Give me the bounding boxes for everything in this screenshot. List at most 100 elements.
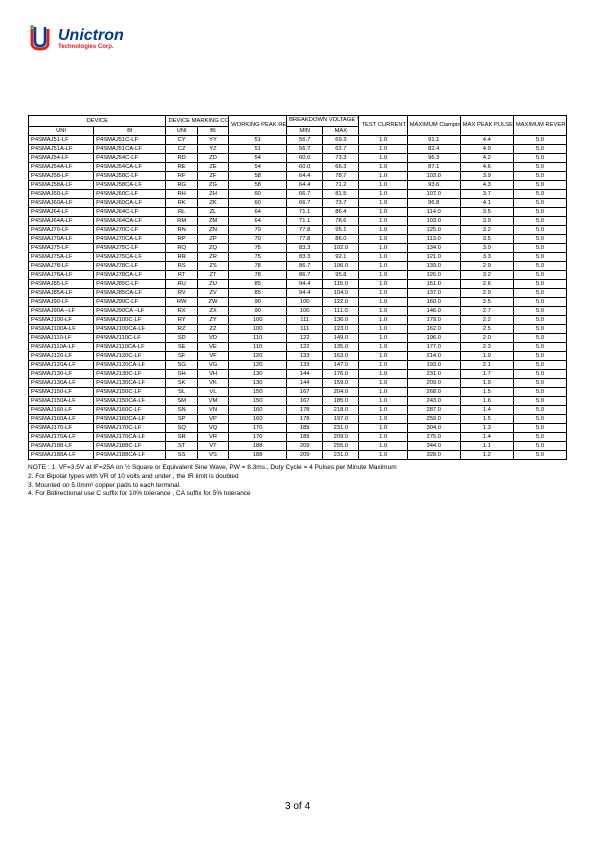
cell: P4SMAJ188C-LF [94, 442, 166, 451]
cell: 5.0 [513, 316, 566, 325]
cell: 1.0 [359, 316, 407, 325]
hdr-device: DEVICE [29, 116, 166, 127]
cell: 193.0 [407, 361, 460, 370]
cell: P4SMAJ150C-LF [94, 388, 166, 397]
cell: 1.0 [359, 334, 407, 343]
cell: 5.0 [513, 388, 566, 397]
cell: 58 [229, 172, 287, 181]
cell: 1.0 [359, 307, 407, 316]
cell: 95.8 [323, 271, 359, 280]
cell: P4SMAJ130A-LF [29, 379, 94, 388]
cell: 77.8 [287, 235, 323, 244]
cell: 66.3 [323, 163, 359, 172]
cell: P4SMAJ64C-LF [94, 208, 166, 217]
cell: 137.0 [407, 289, 460, 298]
cell: 90 [229, 307, 287, 316]
cell: P4SMAJ60A-LF [29, 199, 94, 208]
cell: P4SMAJ85C-LF [94, 280, 166, 289]
note-4: 4. For Bidirectional use C suffix for 10… [28, 490, 567, 499]
table-row: P4SMAJ60A-LFP4SMAJ60CA-LFRKZK6066.773.71… [29, 199, 567, 208]
cell: RW [166, 298, 197, 307]
cell: ZN [197, 226, 228, 235]
cell: ZZ [197, 325, 228, 334]
cell: VG [197, 361, 228, 370]
cell: 5.0 [513, 262, 566, 271]
note-2: 2. For Bipolar types with VR of 10 volts… [28, 473, 567, 482]
cell: 86.7 [287, 271, 323, 280]
table-row: P4SMAJ170-LFP4SMAJ170C-LFSQVQ170189231.0… [29, 424, 567, 433]
cell: 1.0 [359, 217, 407, 226]
cell: VT [197, 442, 228, 451]
cell: 231.0 [323, 451, 359, 460]
table-row: P4SMAJ160A-LFP4SMAJ160CA-LFSPVP160178197… [29, 415, 567, 424]
cell: ZS [197, 262, 228, 271]
cell: 5.0 [513, 370, 566, 379]
cell: P4SMAJ90C-LF [94, 298, 166, 307]
cell: ZT [197, 271, 228, 280]
cell: 5.0 [513, 352, 566, 361]
cell: P4SMAJ90CA –LF [94, 307, 166, 316]
cell: 125.0 [407, 226, 460, 235]
cell: 96.8 [407, 199, 460, 208]
cell: 66.7 [287, 190, 323, 199]
cell: 54 [229, 154, 287, 163]
cell: VQ [197, 424, 228, 433]
cell: SN [166, 406, 197, 415]
page-number: 3 of 4 [0, 801, 595, 812]
cell: 110 [229, 334, 287, 343]
cell: 5.0 [513, 451, 566, 460]
cell: 2.0 [460, 334, 513, 343]
cell: 5.0 [513, 397, 566, 406]
cell: 103.0 [407, 217, 460, 226]
cell: P4SMAJ130CA-LF [94, 379, 166, 388]
cell: 1.0 [359, 379, 407, 388]
hdr-uni1: UNI [29, 127, 94, 136]
cell: 243.0 [407, 397, 460, 406]
cell: 110 [229, 343, 287, 352]
cell: 1.2 [460, 451, 513, 460]
cell: 209.0 [407, 379, 460, 388]
cell: 268.0 [407, 388, 460, 397]
cell: 2.5 [460, 325, 513, 334]
cell: P4SMAJ75CA-LF [94, 253, 166, 262]
cell: RZ [166, 325, 197, 334]
cell: SM [166, 397, 197, 406]
cell: 1.0 [359, 325, 407, 334]
cell: 159.0 [323, 379, 359, 388]
cell: 60.0 [287, 154, 323, 163]
cell: 5.0 [513, 280, 566, 289]
note-3: 3. Mounted on 5.0mm² copper pads to each… [28, 482, 567, 491]
cell: 151.0 [407, 280, 460, 289]
cell: ZM [197, 217, 228, 226]
cell: 1.0 [359, 145, 407, 154]
cell: CY [166, 136, 197, 145]
cell: P4SMAJ120-LF [29, 352, 94, 361]
cell: 78 [229, 262, 287, 271]
cell: ZR [197, 253, 228, 262]
cell: 5.0 [513, 442, 566, 451]
cell: P4SMAJ51C-LF [94, 136, 166, 145]
cell: P4SMAJ160C-LF [94, 406, 166, 415]
cell: 5.0 [513, 217, 566, 226]
table-row: P4SMAJ130-LFP4SMAJ130C-LFSHVH130144176.0… [29, 370, 567, 379]
cell: P4SMAJ60CA-LF [94, 199, 166, 208]
cell: ZG [197, 181, 228, 190]
cell: 121.0 [407, 253, 460, 262]
cell: 178 [287, 415, 323, 424]
table-row: P4SMAJ85-LFP4SMAJ85C-LFRUZU8594.4115.01.… [29, 280, 567, 289]
cell: 5.0 [513, 289, 566, 298]
cell: 1.0 [359, 244, 407, 253]
cell: 1.9 [460, 352, 513, 361]
table-row: P4SMAJ150A-LFP4SMAJ150CA-LFSMVM150167185… [29, 397, 567, 406]
cell: P4SMAJ58-LF [29, 172, 94, 181]
cell: P4SMAJ64-LF [29, 208, 94, 217]
cell: 255.0 [323, 442, 359, 451]
cell: P4SMAJ100CA-LF [94, 325, 166, 334]
cell: P4SMAJ188-LF [29, 442, 94, 451]
table-row: P4SMAJ60-LFP4SMAJ60C-LFRHZH6066.781.51.0… [29, 190, 567, 199]
cell: 1.0 [359, 298, 407, 307]
cell: SF [166, 352, 197, 361]
cell: 1.4 [460, 433, 513, 442]
cell: 139.0 [407, 262, 460, 271]
cell: 5.0 [513, 343, 566, 352]
